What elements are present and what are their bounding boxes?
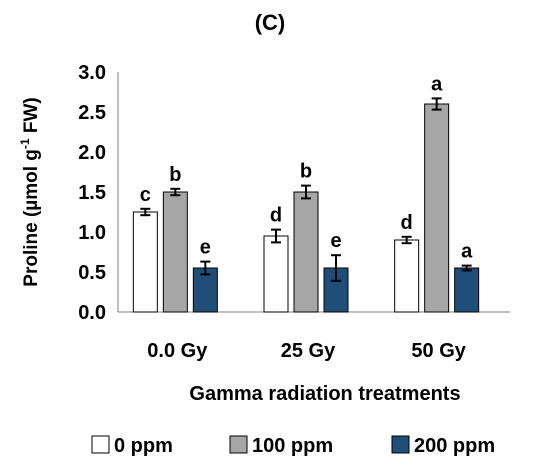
legend-swatch (91, 435, 110, 454)
y-tick-label: 1.0 (78, 222, 106, 244)
bars (132, 103, 480, 313)
significance-letter: b (300, 161, 312, 183)
significance-letter: e (330, 230, 341, 252)
x-tick-label: 50 Gy (411, 340, 466, 362)
y-tick-label: 1.5 (78, 182, 106, 204)
y-tick-label: 3.0 (78, 62, 106, 84)
legend-label: 200 ppm (414, 435, 495, 457)
y-tick-labels: 0.0 0.5 1.0 1.5 2.0 2.5 3.0 (78, 62, 106, 324)
error-bars (140, 97, 472, 282)
significance-letter: d (270, 205, 282, 227)
significance-letter: d (401, 212, 413, 234)
y-tick-label: 2.0 (78, 142, 106, 164)
legend-label: 100 ppm (252, 435, 333, 457)
bar (394, 239, 420, 313)
bar (424, 103, 450, 313)
x-tick-label: 25 Gy (281, 340, 336, 362)
legend-label: 0 ppm (114, 435, 173, 457)
bar (293, 191, 319, 313)
significance-letter: a (431, 73, 443, 95)
bar (454, 267, 480, 313)
bar (162, 191, 188, 313)
x-axis-label: Gamma radiation treatments (189, 383, 460, 405)
significance-letter: a (461, 241, 473, 263)
legend-swatch (391, 435, 410, 454)
chart-title: (C) (255, 10, 286, 35)
y-axis-label-unit: FW) (21, 97, 42, 138)
y-tick-label: 2.5 (78, 102, 106, 124)
y-axis-label-superscript: -1 (18, 138, 32, 149)
bar (132, 211, 158, 313)
y-axis-label: Proline (µmol g-1 FW) (18, 97, 42, 286)
legend-swatch (229, 435, 248, 454)
legend: 0 ppm 100 ppm 200 ppm (91, 435, 495, 457)
bar (263, 235, 289, 313)
x-tick-labels: 0.0 Gy 25 Gy 50 Gy (147, 340, 466, 362)
significance-letter: b (169, 164, 181, 186)
y-tick-label: 0.0 (78, 302, 106, 324)
y-tick-label: 0.5 (78, 262, 106, 284)
y-axis-label-main: Proline (µmol g (21, 149, 42, 287)
x-tick-label: 0.0 Gy (147, 340, 208, 362)
significance-letter: e (200, 237, 211, 259)
significance-letter: c (140, 184, 151, 206)
